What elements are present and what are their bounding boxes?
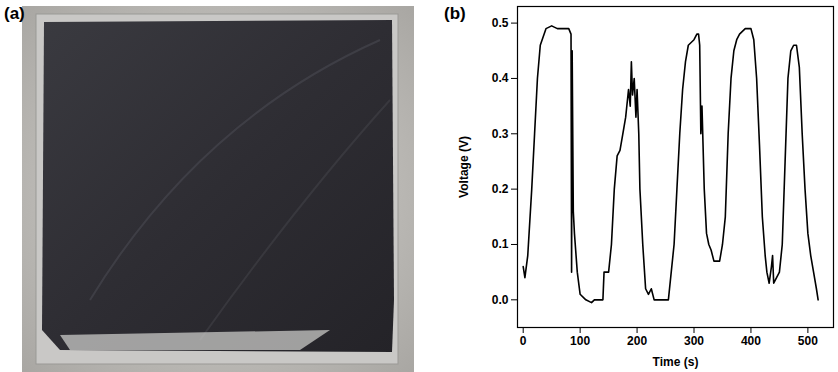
- html-text:(b): (b): [444, 4, 466, 23]
- svg-text:0.1: 0.1: [492, 237, 509, 251]
- svg-text:0: 0: [520, 334, 527, 348]
- svg-text:0.3: 0.3: [492, 127, 509, 141]
- svg-text:Voltage (V): Voltage (V): [457, 136, 471, 198]
- svg-text:0.0: 0.0: [492, 293, 509, 307]
- svg-text:0.5: 0.5: [492, 16, 509, 30]
- svg-text:100: 100: [570, 334, 590, 348]
- svg-text:500: 500: [798, 334, 818, 348]
- svg-text:0.2: 0.2: [492, 182, 509, 196]
- html-text:(a): (a): [4, 4, 25, 23]
- svg-text:200: 200: [627, 334, 647, 348]
- svg-text:0.4: 0.4: [492, 71, 509, 85]
- svg-text:300: 300: [684, 334, 704, 348]
- svg-text:400: 400: [741, 334, 761, 348]
- svg-text:Time (s): Time (s): [653, 355, 699, 369]
